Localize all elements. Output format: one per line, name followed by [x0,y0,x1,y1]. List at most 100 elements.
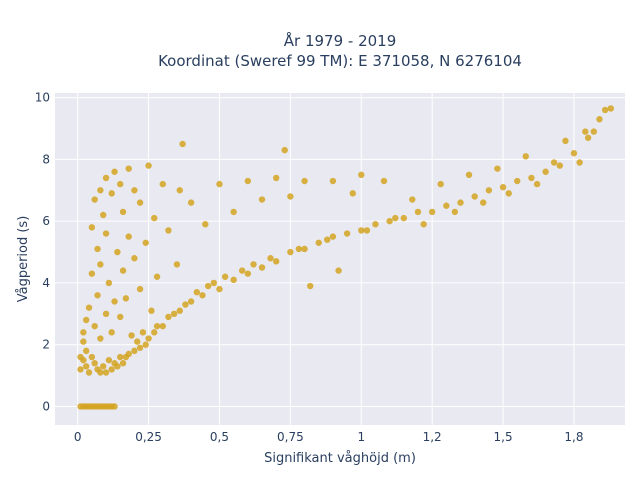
data-point [77,366,84,373]
data-point [187,199,195,206]
data-point [193,289,200,296]
data-point [153,322,161,330]
data-point [287,248,294,256]
data-point [165,227,172,234]
data-point [85,369,93,376]
data-point [125,350,132,358]
data-point [128,332,135,339]
data-point [145,335,152,342]
data-point [182,301,189,308]
data-point [176,187,183,194]
data-point [82,316,90,324]
data-point [550,159,558,166]
data-point [82,347,90,355]
data-point [100,363,107,370]
data-point [329,233,337,240]
data-point [102,310,110,318]
x-tick-label: 1 [357,430,365,444]
data-point [142,239,149,246]
data-point [119,267,127,274]
data-point [131,347,138,355]
x-tick-label: 1,5 [494,430,513,444]
data-point [94,292,101,299]
y-tick-label: 0 [42,399,50,413]
data-point [91,360,98,367]
data-point [400,214,408,222]
data-point [386,217,393,225]
data-point [216,285,223,293]
data-point [590,128,598,135]
data-point [139,329,147,336]
data-point [136,344,144,351]
data-point [80,356,87,364]
data-point [97,187,104,194]
data-point [97,335,104,342]
data-point [428,208,436,216]
data-point [170,310,178,318]
data-point [159,322,166,330]
data-point [88,270,96,277]
data-point [443,202,450,209]
data-point [287,193,294,200]
data-point [131,187,138,194]
data-point [114,363,121,370]
data-point [562,137,569,145]
data-point [210,279,218,287]
data-point [108,329,115,336]
data-point [97,261,104,268]
data-point [102,174,110,182]
data-point [471,193,478,200]
data-point [165,313,172,321]
data-point [82,363,90,370]
x-tick-label: 0 [74,430,82,444]
data-point [607,105,615,112]
data-point [380,177,388,185]
data-point [244,177,252,185]
data-point [258,196,266,203]
data-point [117,353,124,361]
data-point [136,199,144,206]
data-point [179,140,186,148]
data-point [281,146,288,154]
data-point [250,261,257,268]
data-point [134,338,141,345]
data-point [499,183,507,191]
y-tick-label: 2 [42,338,50,352]
data-point [267,255,274,262]
data-point [329,177,337,185]
gridlines [55,93,625,425]
chart-title-line-2: Koordinat (Sweref 99 TM): E 371058, N 62… [158,52,522,70]
data-point [272,174,280,182]
y-tick-label: 10 [35,91,50,105]
data-point [258,264,266,271]
data-point [307,282,314,290]
data-point [420,221,427,228]
data-point [349,190,356,197]
data-point [94,245,101,253]
data-point [80,329,87,336]
data-point [437,180,444,188]
data-point [514,177,521,185]
data-point [151,214,158,222]
x-tick-label: 0,25 [135,430,162,444]
data-point [202,221,209,228]
data-point [117,313,124,321]
data-point [451,208,459,216]
data-point [122,295,130,302]
tick-labels: 0 0,25 0,5 0,75 1 1,2 1,5 1,8 0 2 4 6 8 10 [35,91,584,444]
data-point [295,245,303,253]
data-point [301,245,308,253]
y-axis-title: Vågperiod (s) [16,216,31,303]
data-point [533,180,541,188]
data-point [363,227,371,234]
data-point [111,403,118,410]
data-point [343,230,351,237]
data-point [125,165,132,172]
data-point [301,177,308,185]
data-point [221,273,229,280]
data-point [230,276,237,284]
data-point [485,187,493,194]
data-point [148,307,155,314]
data-point [142,341,149,348]
